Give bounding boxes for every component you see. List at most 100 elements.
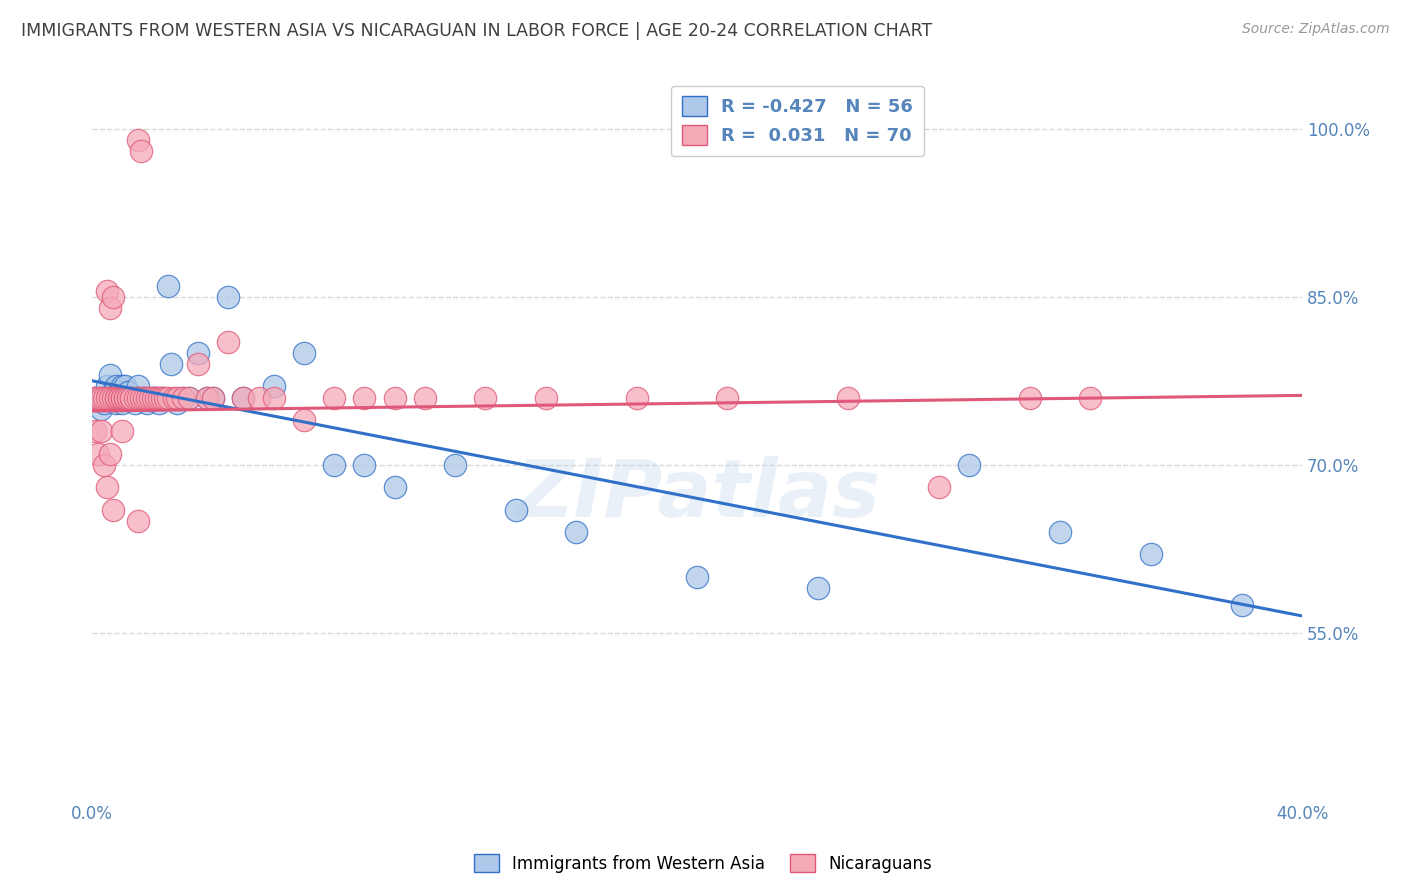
Point [534, 391, 557, 405]
Point [292, 413, 315, 427]
Point [98, 391, 121, 405]
Point [111, 391, 134, 405]
Point [247, 391, 270, 405]
Point [807, 581, 830, 595]
Point [111, 391, 134, 405]
Point [90, 391, 112, 405]
Point [111, 424, 134, 438]
Point [111, 391, 134, 405]
Point [127, 133, 149, 147]
Point [103, 502, 125, 516]
Point [127, 514, 149, 528]
Point [177, 391, 200, 405]
Point [353, 391, 375, 405]
Point [121, 391, 143, 405]
Point [84, 391, 107, 405]
Point [90, 401, 112, 416]
Point [148, 396, 170, 410]
Point [84, 391, 107, 405]
Point [124, 391, 146, 405]
Point [124, 396, 146, 410]
Point [172, 391, 194, 405]
Point [111, 391, 134, 405]
Point [195, 391, 218, 405]
Point [172, 391, 194, 405]
Point [323, 391, 346, 405]
Point [132, 391, 155, 405]
Point [187, 346, 209, 360]
Point [96, 285, 118, 299]
Point [108, 384, 131, 399]
Point [263, 391, 285, 405]
Point [108, 391, 131, 405]
Point [129, 145, 152, 159]
Text: Source: ZipAtlas.com: Source: ZipAtlas.com [1241, 22, 1389, 37]
Point [1230, 598, 1253, 612]
Point [105, 391, 128, 405]
Point [166, 396, 188, 410]
Point [117, 391, 139, 405]
Point [1140, 547, 1163, 561]
Point [177, 391, 200, 405]
Point [132, 391, 155, 405]
Point [98, 301, 121, 315]
Point [1018, 391, 1040, 405]
Point [156, 391, 179, 405]
Point [96, 480, 118, 494]
Legend: R = -0.427   N = 56, R =  0.031   N = 70: R = -0.427 N = 56, R = 0.031 N = 70 [671, 86, 924, 156]
Point [135, 391, 157, 405]
Point [103, 392, 125, 407]
Point [384, 391, 406, 405]
Point [114, 391, 136, 405]
Point [142, 391, 165, 405]
Point [108, 391, 131, 405]
Point [111, 396, 134, 410]
Point [96, 391, 118, 405]
Point [111, 379, 134, 393]
Point [505, 502, 527, 516]
Point [187, 357, 209, 371]
Point [105, 396, 128, 410]
Point [114, 379, 136, 393]
Point [105, 391, 128, 405]
Point [323, 458, 346, 472]
Point [105, 379, 128, 393]
Point [114, 391, 136, 405]
Point [928, 480, 950, 494]
Point [292, 346, 315, 360]
Point [232, 391, 254, 405]
Point [159, 357, 181, 371]
Point [145, 391, 167, 405]
Point [98, 368, 121, 383]
Point [114, 391, 136, 405]
Text: ZIPatlas: ZIPatlas [515, 456, 880, 534]
Point [117, 392, 139, 407]
Point [565, 524, 588, 539]
Point [626, 391, 648, 405]
Point [127, 379, 149, 393]
Point [87, 447, 110, 461]
Point [150, 391, 173, 405]
Point [93, 458, 115, 472]
Point [957, 458, 980, 472]
Point [202, 391, 225, 405]
Point [384, 480, 406, 494]
Point [90, 424, 112, 438]
Point [127, 391, 149, 405]
Point [142, 391, 165, 405]
Point [716, 391, 738, 405]
Point [117, 391, 139, 405]
Point [108, 391, 131, 405]
Point [263, 379, 285, 393]
Point [127, 391, 149, 405]
Point [121, 391, 143, 405]
Point [121, 391, 143, 405]
Point [129, 391, 152, 405]
Point [93, 391, 115, 405]
Point [103, 384, 125, 399]
Point [444, 458, 467, 472]
Legend: Immigrants from Western Asia, Nicaraguans: Immigrants from Western Asia, Nicaraguan… [467, 847, 939, 880]
Point [103, 290, 125, 304]
Point [117, 384, 139, 399]
Point [96, 379, 118, 393]
